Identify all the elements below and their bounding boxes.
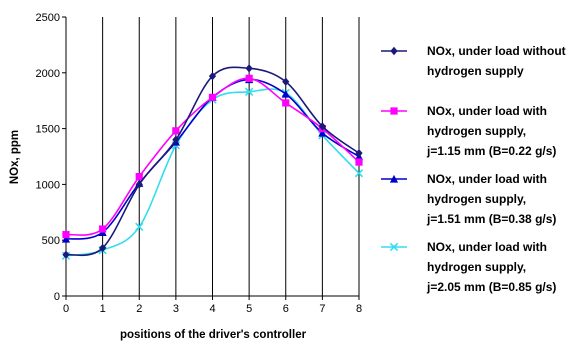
legend-entry-1: NOx, under load without hydrogen supply: [381, 44, 566, 78]
data-point-series-1: [99, 243, 107, 253]
x-tick-label: 1: [100, 303, 106, 315]
data-point-series-4: [354, 169, 364, 178]
legend-label-line: NOx, under load with: [427, 240, 547, 254]
data-point-series-2: [172, 127, 180, 135]
legend-entry-4: NOx, under load with hydrogen supply, j=2.…: [381, 240, 556, 294]
data-point-series-1: [282, 77, 290, 86]
data-point-series-2: [62, 231, 70, 239]
grid-lines: [102, 17, 360, 296]
data-point-series-2: [208, 93, 217, 101]
data-point-series-2: [135, 172, 143, 181]
data-point-series-1: [172, 135, 180, 144]
x-axis-label: positions of the driver's controller: [120, 329, 307, 341]
legend-label-line: hydrogen supply,: [427, 124, 526, 138]
legend-entry-3: NOx, under load with hydrogen supply, j=1.…: [381, 172, 556, 226]
data-point-series-4: [135, 222, 144, 231]
data-point-series-4: [244, 87, 254, 96]
x-tick-label: 6: [283, 303, 289, 315]
legend-swatch-marker: [389, 242, 399, 252]
x-tick-label: 0: [63, 303, 69, 315]
legend-swatch-marker: [390, 46, 398, 56]
data-point-series-1: [355, 148, 363, 158]
legend-label-line: NOx, under load without: [427, 44, 566, 58]
y-tick-labels: 0 500 1000 1500 2000 2500: [36, 12, 60, 303]
data-point-series-1: [318, 122, 326, 131]
legend-label-line: hydrogen supply,: [427, 192, 526, 206]
data-point-series-2: [245, 74, 253, 82]
legend-label-line: j=1.15 mm (B=0.22 g/s): [426, 144, 556, 158]
legend-swatch-marker: [389, 174, 399, 183]
legend-label-line: j=1.51 mm (B=0.38 g/s): [426, 212, 556, 226]
data-point-series-2: [282, 99, 290, 107]
data-point-series-2: [99, 225, 107, 233]
legend-entry-2: NOx, under load with hydrogen supply, j=1.…: [381, 104, 556, 158]
x-tick-label: 3: [173, 303, 179, 315]
legend-label-line: j=2.05 mm (B=0.85 g/s): [426, 280, 556, 294]
x-tick-labels: 0 1 2 3 4 5 6 7 8: [63, 303, 362, 315]
x-tick-label: 4: [209, 303, 215, 315]
y-axis-label: NOx, ppm: [9, 130, 21, 184]
y-tick-label: 500: [42, 235, 60, 247]
y-tick-label: 1000: [36, 179, 60, 191]
y-tick-label: 1500: [36, 124, 60, 136]
legend-swatch-marker: [390, 107, 398, 115]
axes: [62, 16, 360, 300]
data-point-series-3: [281, 89, 290, 98]
data-point-series-1: [62, 250, 70, 259]
x-tick-label: 7: [319, 303, 325, 315]
legend-label-line: NOx, under load with: [427, 172, 547, 186]
data-point-series-3: [61, 234, 71, 243]
y-tick-label: 2000: [36, 68, 60, 80]
series-lines: [61, 64, 364, 260]
data-point-series-1: [208, 71, 217, 81]
x-tick-label: 5: [246, 303, 252, 315]
x-tick-label: 2: [136, 303, 142, 315]
data-point-series-1: [245, 64, 253, 73]
data-point-series-1: [135, 180, 143, 189]
data-point-series-3: [318, 128, 327, 137]
legend-label-line: hydrogen supply: [427, 64, 524, 78]
legend-label-line: NOx, under load with: [427, 104, 547, 118]
legend-label-line: hydrogen supply,: [427, 260, 526, 274]
y-tick-label: 0: [54, 291, 60, 303]
x-tick-label: 8: [356, 303, 362, 315]
data-point-series-2: [355, 158, 363, 166]
y-tick-label: 2500: [36, 12, 60, 24]
